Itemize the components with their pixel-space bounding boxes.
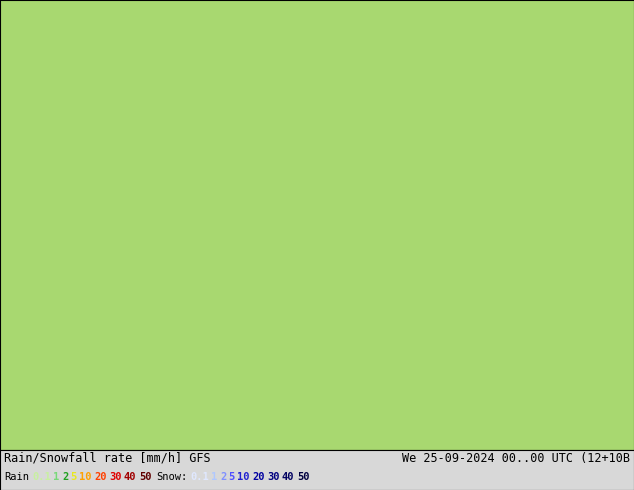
Text: Rain/Snowfall rate [mm/h] GFS: Rain/Snowfall rate [mm/h] GFS: [4, 452, 210, 465]
Text: 1: 1: [212, 472, 217, 482]
Text: 5: 5: [70, 472, 77, 482]
Text: 10: 10: [79, 472, 91, 482]
Text: 30: 30: [109, 472, 122, 482]
Text: 2: 2: [220, 472, 226, 482]
Text: 50: 50: [297, 472, 309, 482]
Text: 10: 10: [237, 472, 250, 482]
Text: We 25-09-2024 00..00 UTC (12+10B: We 25-09-2024 00..00 UTC (12+10B: [402, 452, 630, 465]
Text: Snow:: Snow:: [156, 472, 187, 482]
Text: 0.1: 0.1: [32, 472, 51, 482]
Text: 20: 20: [252, 472, 264, 482]
Text: 40: 40: [282, 472, 295, 482]
Text: 20: 20: [94, 472, 107, 482]
Text: 1: 1: [53, 472, 60, 482]
Text: 50: 50: [139, 472, 152, 482]
Text: 30: 30: [267, 472, 280, 482]
Text: 2: 2: [62, 472, 68, 482]
Text: 0.1: 0.1: [190, 472, 209, 482]
Text: 5: 5: [228, 472, 235, 482]
Text: Rain: Rain: [4, 472, 29, 482]
Text: 40: 40: [124, 472, 136, 482]
